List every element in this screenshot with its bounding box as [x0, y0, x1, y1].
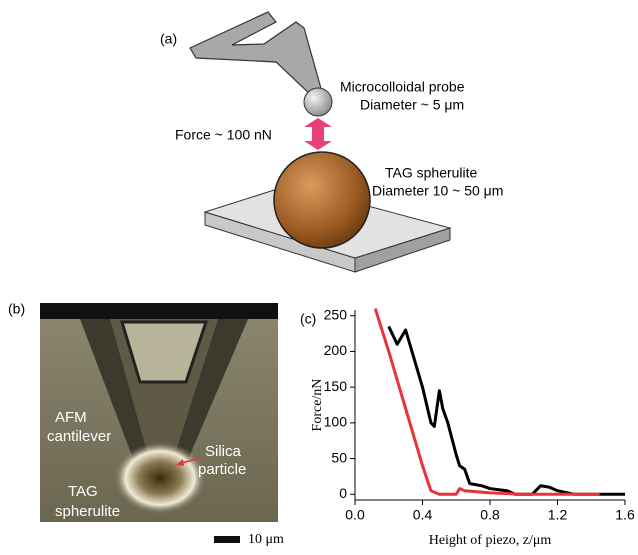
spherulite [274, 152, 370, 248]
panel-c: (c) 0 50 100 150 200 250 0.0 0.4 0.8 1.2 1.6 Height… [300, 306, 635, 548]
x-tick-label: 1.6 [615, 507, 635, 523]
y-tick-label: 150 [324, 378, 348, 394]
x-tick-label: 0.0 [345, 507, 365, 523]
probe-diameter: Diameter ~ 5 μm [360, 97, 464, 113]
particle-label: Silica [205, 443, 242, 460]
probe [304, 88, 332, 116]
micrograph-edge [40, 303, 278, 319]
y-tick-label: 200 [324, 342, 348, 358]
panel-a: (a) Microcolloidal probe Diameter ~ 5 μm… [160, 12, 503, 272]
scale-bar [214, 536, 240, 543]
spherulite-label: TAG [68, 483, 98, 500]
panel-label: (c) [300, 311, 316, 327]
x-axis-label: Height of piezo, z/μm [429, 533, 552, 548]
panel-label: (b) [8, 301, 25, 317]
y-axis-label: Force/nN [310, 379, 325, 432]
cantilever [190, 12, 322, 96]
scale-label: 10 μm [248, 532, 284, 547]
particle-label: particle [198, 461, 246, 478]
y-tick-label: 100 [324, 414, 348, 430]
panel-b: (b) AFM cantilever Silica particle TAG s… [8, 301, 284, 548]
y-tick-label: 250 [324, 306, 348, 322]
spherulite-label: spherulite [55, 503, 120, 520]
spherulite-label: TAG spherulite [385, 165, 478, 181]
probe-label: Microcolloidal probe [340, 79, 465, 95]
y-tick-label: 50 [331, 449, 347, 465]
spherulite-diameter: Diameter 10 ~ 50 μm [372, 183, 503, 199]
y-tick-label: 0 [339, 485, 347, 501]
x-tick-label: 1.2 [548, 507, 568, 523]
x-tick-label: 0.8 [480, 507, 500, 523]
spherulite-image [114, 442, 206, 514]
force-arrow [304, 118, 332, 150]
figure: (a) Microcolloidal probe Diameter ~ 5 μm… [0, 0, 638, 550]
panel-label: (a) [160, 31, 177, 47]
cantilever-label: AFM [55, 409, 87, 426]
x-tick-label: 0.4 [413, 507, 433, 523]
cantilever-label: cantilever [47, 428, 111, 445]
force-label: Force ~ 100 nN [175, 127, 272, 143]
